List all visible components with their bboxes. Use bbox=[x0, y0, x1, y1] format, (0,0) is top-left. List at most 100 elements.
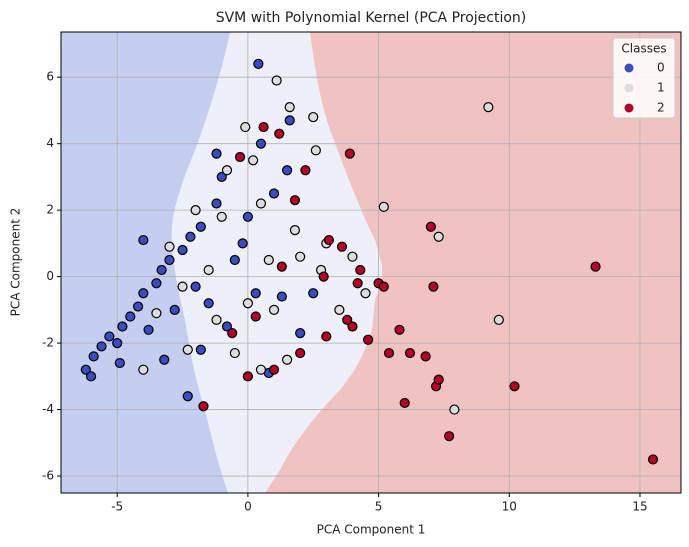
point bbox=[268, 188, 280, 199]
point bbox=[289, 195, 301, 206]
point bbox=[420, 351, 431, 362]
point bbox=[164, 241, 175, 252]
legend-marker bbox=[624, 83, 634, 93]
point bbox=[323, 234, 335, 246]
point bbox=[281, 165, 293, 176]
point bbox=[227, 328, 238, 339]
point bbox=[268, 304, 280, 315]
point bbox=[195, 221, 206, 232]
point bbox=[383, 347, 395, 359]
point bbox=[85, 371, 97, 382]
region-0 bbox=[61, 32, 230, 493]
point bbox=[240, 121, 251, 133]
decision-regions bbox=[61, 32, 681, 493]
point bbox=[198, 401, 209, 412]
point bbox=[203, 298, 214, 309]
point bbox=[271, 75, 282, 86]
point bbox=[334, 304, 345, 315]
point bbox=[211, 148, 222, 159]
point bbox=[211, 198, 222, 209]
x-tick-label: 15 bbox=[632, 500, 647, 514]
point bbox=[444, 431, 455, 442]
point bbox=[125, 311, 136, 322]
legend-label: 0 bbox=[657, 61, 665, 75]
point bbox=[300, 165, 311, 176]
x-tick-label: 10 bbox=[502, 500, 517, 514]
point bbox=[104, 331, 115, 342]
point bbox=[190, 205, 201, 216]
point bbox=[433, 374, 444, 385]
x-tick-label: 0 bbox=[244, 500, 252, 514]
point bbox=[428, 281, 439, 292]
y-tick-label: -2 bbox=[42, 336, 54, 350]
point bbox=[229, 347, 240, 359]
point bbox=[647, 454, 659, 465]
point bbox=[221, 165, 233, 176]
point bbox=[182, 344, 193, 355]
point bbox=[255, 138, 267, 149]
point bbox=[221, 321, 233, 332]
point bbox=[229, 254, 240, 266]
x-axis-label: PCA Component 1 bbox=[317, 523, 426, 537]
legend-marker bbox=[624, 63, 634, 73]
point bbox=[394, 324, 405, 335]
point bbox=[404, 347, 416, 359]
point bbox=[234, 151, 246, 163]
region-2 bbox=[265, 32, 681, 493]
legend-label: 2 bbox=[657, 101, 665, 115]
point bbox=[590, 261, 601, 272]
point bbox=[242, 298, 253, 309]
point bbox=[177, 244, 188, 256]
point bbox=[195, 344, 206, 355]
x-tick-label: -5 bbox=[111, 500, 123, 514]
point bbox=[347, 251, 358, 262]
point bbox=[318, 271, 329, 282]
point bbox=[268, 364, 280, 375]
legend-marker bbox=[624, 103, 634, 113]
point bbox=[159, 354, 170, 365]
point bbox=[203, 264, 214, 276]
y-tick-label: 4 bbox=[46, 136, 54, 150]
y-tick-label: -4 bbox=[42, 402, 54, 416]
point bbox=[250, 311, 261, 322]
point bbox=[190, 281, 201, 292]
point bbox=[289, 224, 301, 236]
point bbox=[258, 121, 269, 133]
point bbox=[143, 324, 154, 335]
point bbox=[242, 371, 253, 382]
y-axis-label: PCA Component 2 bbox=[9, 208, 23, 317]
point bbox=[425, 221, 436, 232]
point bbox=[295, 251, 306, 262]
point bbox=[164, 254, 175, 266]
chart-title: SVM with Polynomial Kernel (PCA Projecti… bbox=[216, 10, 527, 26]
point bbox=[281, 354, 293, 365]
point bbox=[133, 301, 144, 312]
y-tick-label: 6 bbox=[46, 70, 54, 84]
point bbox=[253, 58, 264, 70]
point bbox=[117, 321, 128, 332]
point bbox=[347, 321, 358, 332]
point bbox=[433, 231, 444, 242]
point bbox=[216, 171, 227, 183]
point bbox=[274, 128, 285, 139]
point bbox=[308, 111, 319, 123]
legend-box bbox=[612, 37, 676, 119]
point bbox=[138, 234, 149, 246]
point bbox=[185, 231, 196, 242]
point bbox=[378, 281, 389, 292]
point bbox=[310, 145, 321, 156]
point bbox=[96, 341, 107, 352]
point bbox=[399, 397, 410, 409]
point bbox=[255, 198, 267, 209]
y-tick-label: -6 bbox=[42, 469, 54, 483]
point bbox=[321, 331, 332, 342]
point bbox=[177, 281, 188, 292]
point bbox=[156, 264, 167, 276]
point bbox=[114, 357, 125, 369]
point bbox=[378, 201, 389, 212]
point bbox=[355, 264, 366, 276]
point bbox=[483, 102, 494, 113]
point bbox=[336, 241, 348, 252]
point bbox=[151, 308, 162, 319]
